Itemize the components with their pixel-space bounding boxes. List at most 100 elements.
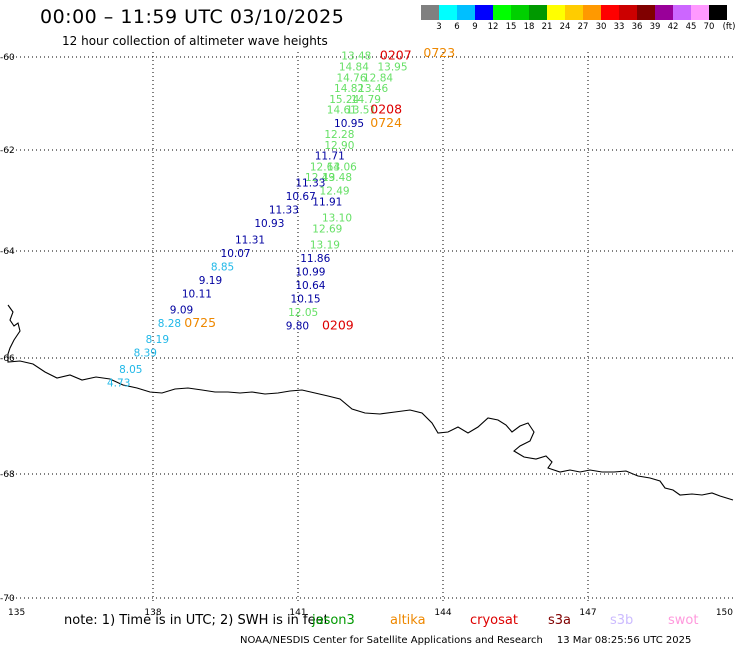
lon-tick-label: 150	[716, 608, 733, 618]
legend-swatch	[655, 5, 673, 20]
legend-tick-label: 39	[649, 22, 661, 32]
pass-time-label: 0723	[423, 45, 455, 60]
legend-tick-label: 30	[595, 22, 607, 32]
swh-value: 8.19	[146, 334, 169, 346]
swh-value: 13.48	[322, 172, 352, 184]
timestamp: 13 Mar 08:25:56 UTC 2025	[556, 635, 692, 646]
pass-time-label: 0725	[184, 315, 216, 330]
credit-line: NOAA/NESDIS Center for Satellite Applica…	[240, 635, 691, 646]
swh-value: 12.90	[324, 140, 354, 152]
mission-cryosat: cryosat	[470, 613, 518, 628]
lon-tick-label: 141	[289, 608, 306, 618]
chart-subtitle: 12 hour collection of altimeter wave hei…	[62, 34, 328, 48]
legend-tick-label: 70	[703, 22, 715, 32]
mission-swot: swot	[668, 613, 699, 628]
swh-value: 10.95	[334, 118, 364, 130]
legend-swatch	[601, 5, 619, 20]
swh-value: 8.28	[158, 318, 181, 330]
swh-value: 9.19	[199, 275, 222, 287]
swh-value: 10.99	[295, 267, 325, 279]
legend-tick-label: 33	[613, 22, 625, 32]
swh-value: 13.46	[358, 83, 388, 95]
color-legend	[421, 5, 727, 20]
swh-value: 13.10	[322, 213, 352, 225]
lon-tick-label: 147	[579, 608, 596, 618]
swh-value: 12.64	[310, 161, 340, 173]
legend-swatch	[619, 5, 637, 20]
lat-tick-label: -64	[0, 247, 15, 257]
swh-value: 10.15	[291, 294, 321, 306]
swh-value: 14.84	[339, 62, 369, 74]
swh-value: 13.51	[346, 105, 376, 117]
legend-tick-label: 6	[454, 22, 460, 32]
lon-tick-label: 138	[144, 608, 161, 618]
swh-value: 15.24	[329, 94, 359, 106]
swh-value: 11.71	[315, 151, 345, 163]
legend-swatch	[565, 5, 583, 20]
legend-tick-label: 15	[505, 22, 517, 32]
legend-swatch	[529, 5, 547, 20]
pass-time-label: 0207	[380, 48, 412, 63]
swh-value: 12.49	[305, 172, 335, 184]
swh-value: 12.05	[288, 307, 318, 319]
pass-time-label: 0724	[370, 115, 402, 130]
legend-swatch	[547, 5, 565, 20]
legend-tick-label: 18	[523, 22, 535, 32]
legend-swatch	[421, 5, 439, 20]
legend-tick-label: 27	[577, 22, 589, 32]
swh-value: 14.76	[336, 72, 366, 84]
swh-value: 14.82	[334, 83, 364, 95]
swh-value: 4.73	[107, 377, 130, 389]
legend-swatch	[493, 5, 511, 20]
legend-tick-label: 36	[631, 22, 643, 32]
legend-tick-label: 42	[667, 22, 679, 32]
swh-value: 13.48	[341, 51, 371, 63]
pass-time-label: 0208	[370, 102, 402, 117]
legend-swatch	[583, 5, 601, 20]
swh-value: 12.69	[312, 224, 342, 236]
swh-value: 11.33	[269, 205, 299, 217]
swh-value: 9.80	[286, 321, 309, 333]
swh-value: 10.93	[254, 218, 284, 230]
swh-value: 13.95	[377, 62, 407, 74]
legend-swatch	[511, 5, 529, 20]
lat-tick-label: -68	[0, 470, 15, 480]
swh-value: 11.86	[300, 253, 330, 265]
swh-value: 12.49	[320, 186, 350, 198]
credit-text: NOAA/NESDIS Center for Satellite Applica…	[240, 635, 543, 646]
mission-altika: altika	[390, 613, 426, 628]
antarctic-coastline	[7, 304, 734, 501]
legend-unit: (ft)	[722, 22, 736, 32]
chart-title: 00:00 – 11:59 UTC 03/10/2025	[40, 6, 345, 28]
mission-s3a: s3a	[548, 613, 572, 628]
lat-tick-label: -70	[0, 594, 15, 604]
axis-ticks: 135 138 141 144 147 150 -60 -62 -64 -66 -68 -70	[0, 53, 733, 618]
swh-value: 14.79	[351, 94, 381, 106]
swh-value: 13.06	[327, 161, 357, 173]
swh-value: 8.39	[134, 348, 157, 360]
lat-tick-label: -66	[0, 354, 15, 364]
lat-lon-grid	[8, 52, 733, 604]
legend-tick-label: 24	[559, 22, 571, 32]
swh-value: 13.19	[310, 240, 340, 252]
lon-tick-label: 135	[8, 608, 25, 618]
swh-value: 12.84	[363, 72, 393, 84]
legend-tick-label: 21	[541, 22, 553, 32]
legend-swatch	[475, 5, 493, 20]
legend-swatch	[709, 5, 727, 20]
swh-value: 10.67	[286, 191, 316, 203]
pass-time-label: 0209	[322, 318, 354, 333]
legend-tick-label: 3	[436, 22, 442, 32]
legend-tick-label: 9	[472, 22, 478, 32]
mission-jason3: jason3	[312, 613, 355, 628]
swh-value: 11.33	[295, 178, 325, 190]
swh-value: 10.07	[221, 248, 251, 260]
lat-tick-label: -62	[0, 146, 15, 156]
legend-swatch	[673, 5, 691, 20]
legend-swatch	[691, 5, 709, 20]
swh-value: 14.61	[327, 105, 357, 117]
swh-value: 11.31	[235, 234, 265, 246]
legend-swatch	[637, 5, 655, 20]
